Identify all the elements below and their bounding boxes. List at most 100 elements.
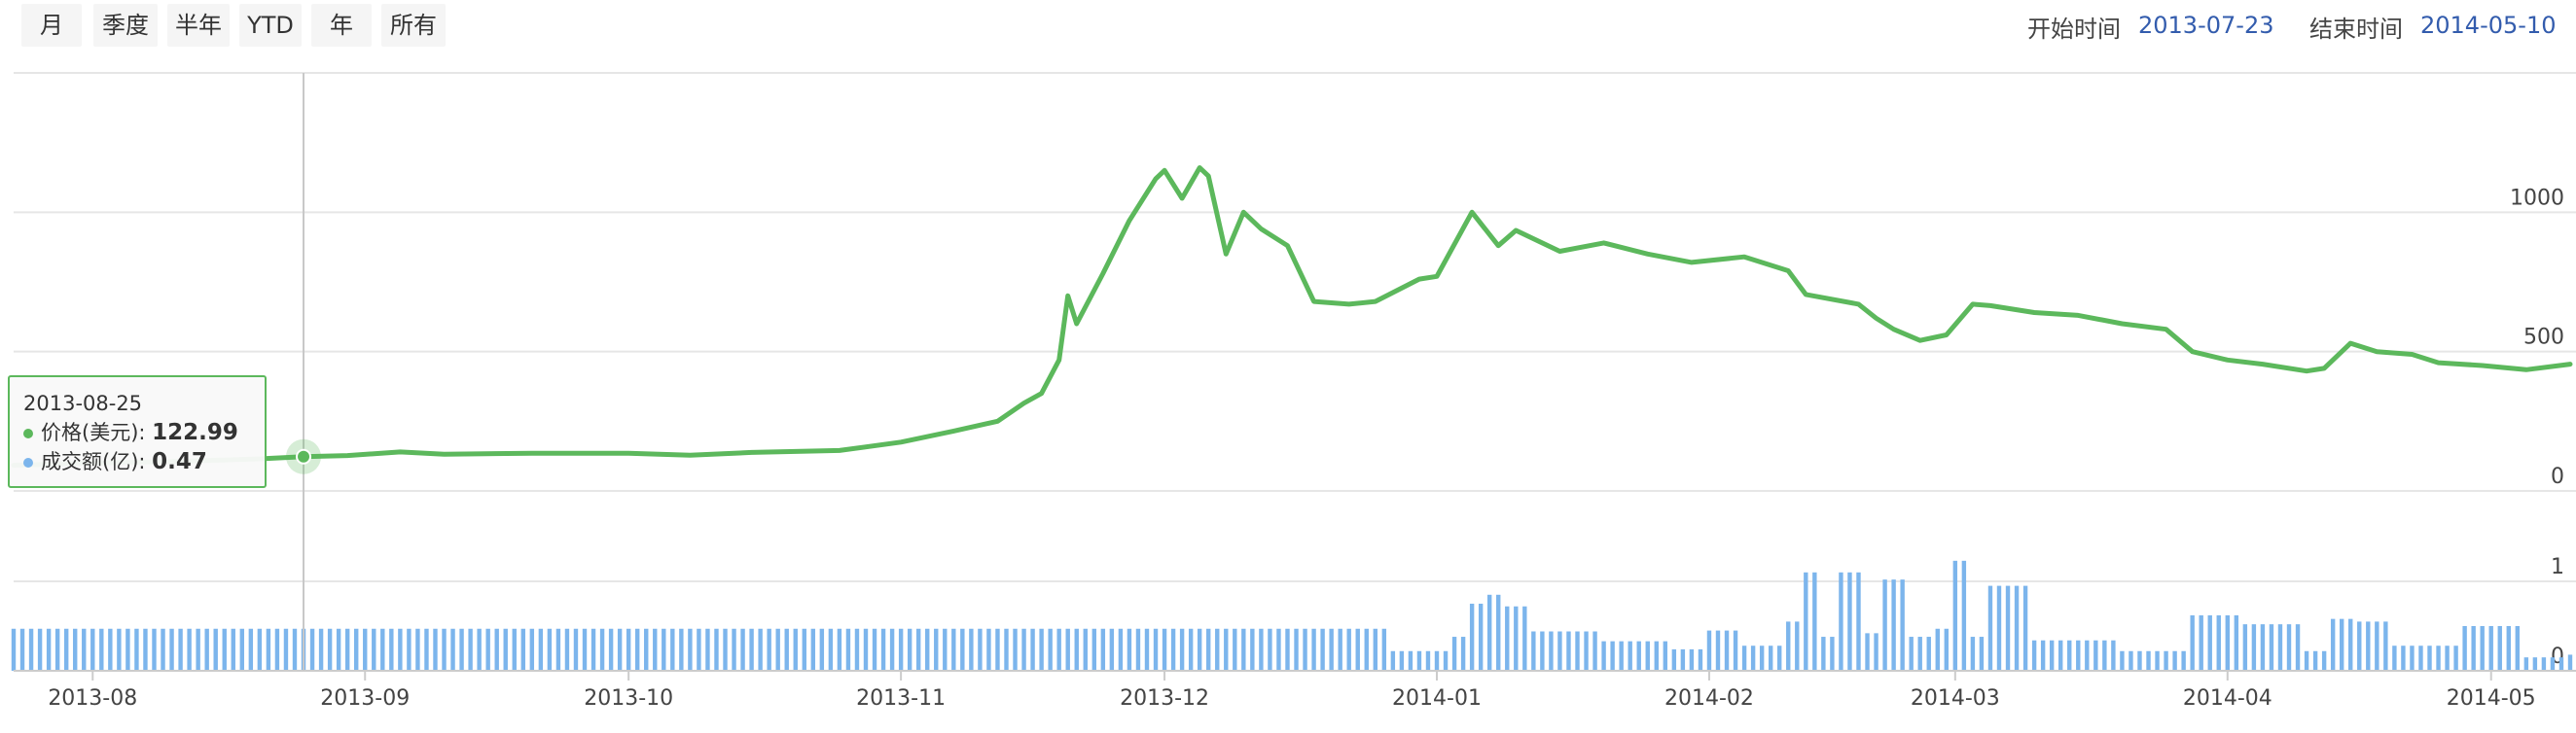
volume-bar[interactable] [1390,650,1396,671]
volume-bar[interactable] [1917,637,1922,671]
volume-bar[interactable] [1355,628,1360,671]
volume-bar[interactable] [11,628,17,671]
volume-bar[interactable] [1531,631,1536,671]
volume-bar[interactable] [564,628,570,671]
start-date-input[interactable] [2138,4,2298,47]
volume-bar[interactable] [1856,572,1861,671]
volume-bar[interactable] [995,628,1000,671]
volume-bar[interactable] [934,628,939,671]
volume-bar[interactable] [204,628,209,671]
volume-bar[interactable] [2462,626,2467,671]
volume-bar[interactable] [46,628,52,671]
volume-bar[interactable] [1443,650,1449,671]
range-button-year[interactable]: 年 [311,4,372,47]
volume-bar[interactable] [503,628,508,671]
volume-bar[interactable] [372,628,376,671]
volume-bar[interactable] [398,628,403,671]
volume-bar[interactable] [898,628,904,671]
volume-bar[interactable] [161,628,165,671]
volume-bar[interactable] [617,628,623,671]
volume-bar[interactable] [1698,648,1703,671]
volume-bar[interactable] [2225,614,2230,671]
volume-bar[interactable] [749,628,754,671]
volume-bar[interactable] [1162,628,1167,671]
volume-bar[interactable] [978,628,983,671]
volume-bar[interactable] [2181,650,2186,671]
volume-bar[interactable] [2190,614,2195,671]
price-line[interactable] [11,165,2573,469]
volume-bar[interactable] [2339,618,2344,671]
volume-bar[interactable] [1961,560,1967,671]
volume-bar[interactable] [380,628,385,671]
volume-bar[interactable] [309,628,315,671]
volume-bar[interactable] [2199,614,2203,671]
volume-bar[interactable] [2445,646,2450,671]
volume-bar[interactable] [1592,631,1597,671]
volume-bar[interactable] [239,628,245,671]
volume-bar[interactable] [257,628,263,671]
volume-bar[interactable] [1144,628,1150,671]
volume-bar[interactable] [626,628,631,671]
volume-bar[interactable] [1610,641,1615,671]
volume-bar[interactable] [688,628,693,671]
volume-bar[interactable] [775,628,780,671]
volume-bar[interactable] [117,628,122,671]
volume-bar[interactable] [37,628,43,671]
volume-bar[interactable] [1733,630,1738,671]
volume-bar[interactable] [2392,646,2397,671]
volume-bar[interactable] [1514,606,1519,671]
volume-bar[interactable] [1004,628,1009,671]
volume-bar[interactable] [407,628,411,671]
volume-bar[interactable] [1469,604,1475,671]
volume-bar[interactable] [2129,650,2133,671]
volume-bar[interactable] [266,628,271,671]
volume-bar[interactable] [1083,628,1088,671]
volume-bar[interactable] [2321,650,2327,671]
volume-bar[interactable] [344,628,350,671]
volume-bar[interactable] [837,628,842,671]
volume-bar[interactable] [2251,624,2257,671]
volume-bar[interactable] [2155,650,2160,671]
volume-bar[interactable] [1048,628,1053,671]
volume-bar[interactable] [248,628,254,671]
volume-bar[interactable] [2295,624,2301,671]
volume-bar[interactable] [424,628,429,671]
volume-bar[interactable] [389,628,394,671]
volume-bar[interactable] [2488,626,2493,671]
volume-bar[interactable] [477,628,482,671]
range-button-all[interactable]: 所有 [381,4,446,47]
volume-bar[interactable] [292,628,298,671]
volume-bar[interactable] [854,628,860,671]
volume-bar[interactable] [1671,648,1677,671]
volume-bar[interactable] [2453,646,2458,671]
volume-bar[interactable] [2040,640,2046,671]
volume-bar[interactable] [1987,585,1993,671]
volume-bar[interactable] [2532,657,2538,671]
volume-bar[interactable] [1303,628,1307,671]
volume-bar[interactable] [1891,579,1896,671]
volume-bar[interactable] [1074,628,1079,671]
volume-bar[interactable] [1425,650,1431,671]
volume-bar[interactable] [2558,657,2564,671]
volume-bar[interactable] [1812,572,1817,671]
volume-bar[interactable] [1663,641,1668,671]
volume-bar[interactable] [1628,641,1632,671]
volume-bar[interactable] [1250,628,1255,671]
volume-bar[interactable] [1013,628,1018,671]
volume-bar[interactable] [1619,641,1624,671]
end-date-input[interactable] [2420,4,2576,47]
volume-bar[interactable] [845,628,851,671]
volume-bar[interactable] [1874,633,1878,671]
volume-bar[interactable] [1460,637,1466,671]
volume-bar[interactable] [2330,618,2336,671]
volume-bar[interactable] [274,628,280,671]
volume-bar[interactable] [1786,621,1791,671]
volume-bar[interactable] [599,628,605,671]
volume-bar[interactable] [1338,628,1342,671]
volume-bar[interactable] [2242,624,2248,671]
volume-bar[interactable] [2497,626,2502,671]
volume-bar[interactable] [2014,585,2020,671]
volume-bar[interactable] [1821,637,1826,671]
volume-bar[interactable] [810,628,816,671]
